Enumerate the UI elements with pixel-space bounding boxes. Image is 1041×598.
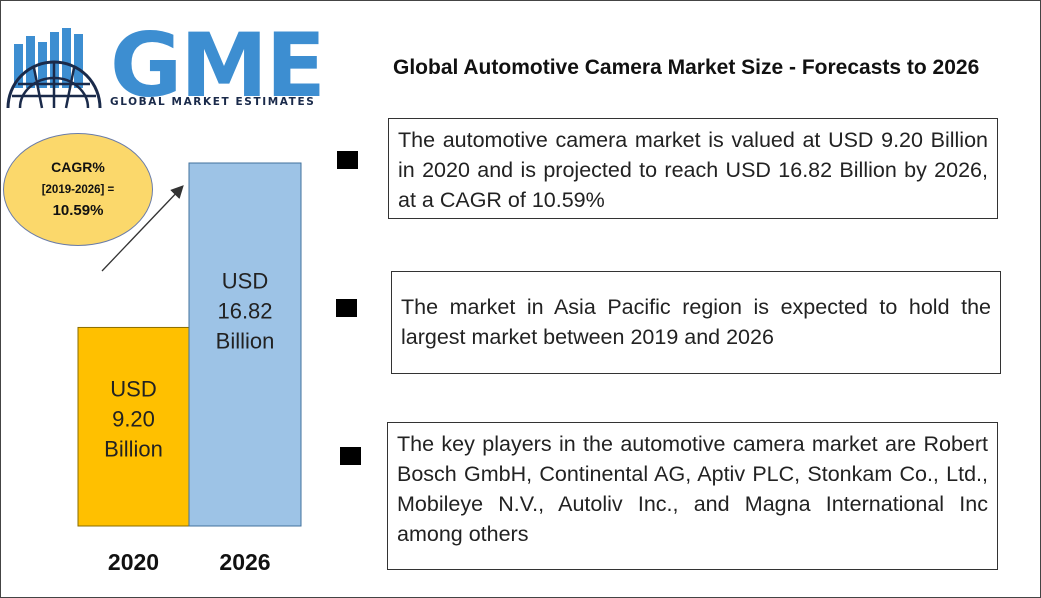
logo-wordmark: GME — [110, 14, 326, 117]
bullet-square-icon — [336, 299, 357, 317]
cagr-value: 10.59% — [52, 202, 104, 219]
fact-box-region: The market in Asia Pacific region is exp… — [391, 271, 1001, 374]
cagr-period: [2019-2026] = — [41, 184, 115, 196]
gme-logo: GME GLOBAL MARKET ESTIMATES — [4, 22, 344, 114]
cagr-label: CAGR% — [51, 159, 105, 175]
logo-subtitle: GLOBAL MARKET ESTIMATES — [110, 96, 316, 108]
page-title: Global Automotive Camera Market Size - F… — [393, 56, 980, 79]
fact-box-key-players: The key players in the automotive camera… — [387, 422, 998, 570]
fact-box-market-value: The automotive camera market is valued a… — [388, 118, 998, 219]
bullet-square-icon — [337, 151, 358, 169]
cagr-badge: CAGR% [2019-2026] = 10.59% — [3, 133, 153, 246]
bullet-square-icon — [340, 447, 361, 465]
logo-emblem-icon — [6, 28, 102, 109]
